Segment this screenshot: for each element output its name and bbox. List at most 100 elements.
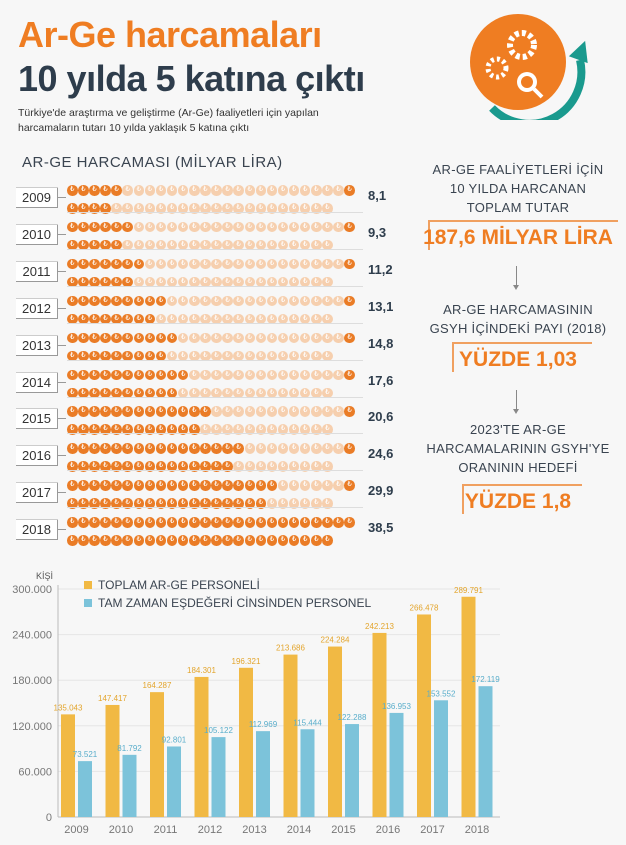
lira-coin-icon: ₺ <box>166 203 178 214</box>
x-tick-label: 2012 <box>198 824 222 836</box>
lira-coin-icon: ₺ <box>299 239 311 251</box>
lira-coin-icon: ₺ <box>266 461 278 472</box>
lira-coin-icon: ₺ <box>266 517 278 528</box>
lira-coin-icon: ₺ <box>311 535 322 546</box>
lira-coin-icon: ₺ <box>189 369 200 380</box>
lira-coin-icon: ₺ <box>255 535 267 546</box>
data-label: 105.122 <box>204 726 233 735</box>
lira-coin-icon: ₺ <box>177 535 189 546</box>
lira-coin-icon: ₺ <box>78 369 89 380</box>
bar-total <box>239 667 253 817</box>
lira-coin-icon: ₺ <box>288 424 300 435</box>
coin-rows: ₺ ₺ ₺ ₺ ₺ ₺ ₺ ₺ ₺ ₺ ₺ ₺ ₺ ₺ ₺ ₺ ₺ ₺ ₺ ₺ ₺ ₺ ₺ ₺ ₺ ₺₺ ₺ ₺ ₺ ₺ ₺ ₺ ₺ ₺ ₺ ₺ ₺ ₺ ₺… <box>67 369 363 406</box>
lira-coin-icon: ₺ <box>133 369 145 380</box>
lira-coin-icon: ₺ <box>78 350 89 362</box>
coin-rows: ₺ ₺ ₺ ₺ ₺ ₺ ₺ ₺ ₺ ₺ ₺ ₺ ₺ ₺ ₺ ₺ ₺ ₺ ₺ ₺ ₺ ₺ ₺ ₺ ₺ ₺₺ ₺ ₺ ₺ ₺ ₺ ₺ ₺ ₺ ₺ ₺ ₺ ₺ ₺… <box>67 295 363 332</box>
lira-coin-icon: ₺ <box>277 443 289 454</box>
lira-coin-icon: ₺ <box>200 313 211 325</box>
lira-coin-icon: ₺ <box>144 258 156 270</box>
lira-coin-icon: ₺ <box>288 203 300 214</box>
lira-coin-icon: ₺ <box>255 480 267 491</box>
bar-total <box>372 632 387 817</box>
lira-coin-icon: ₺ <box>200 369 211 380</box>
lira-coin-icon: ₺ <box>233 313 244 325</box>
lira-coin-icon: ₺ <box>111 295 122 307</box>
lira-coin-icon: ₺ <box>144 350 156 362</box>
bar-total <box>283 654 298 817</box>
lira-coin-icon: ₺ <box>200 258 211 270</box>
spending-row: 2016 ₺ ₺ ₺ ₺ ₺ ₺ ₺ ₺ ₺ ₺ ₺ ₺ ₺ ₺ ₺ ₺ ₺ ₺ ₺ ₺ ₺ ₺ ₺ ₺ ₺ ₺₺ ₺ ₺ ₺ ₺ ₺ ₺ ₺ ₺ ₺… <box>0 440 400 472</box>
coin-rows: ₺ ₺ ₺ ₺ ₺ ₺ ₺ ₺ ₺ ₺ ₺ ₺ ₺ ₺ ₺ ₺ ₺ ₺ ₺ ₺ ₺ ₺ ₺ ₺ ₺ ₺₺ ₺ ₺ ₺ ₺ ₺ ₺ ₺ ₺ ₺ ₺ ₺ ₺ ₺… <box>67 443 363 479</box>
lira-coin-icon: ₺ <box>133 517 145 528</box>
lira-coin-icon: ₺ <box>322 276 333 288</box>
lira-coin-icon: ₺ <box>122 295 133 307</box>
lira-coin-icon: ₺ <box>166 424 178 435</box>
lira-coin-icon: ₺ <box>266 295 278 307</box>
lira-coin-icon: ₺ <box>78 295 89 307</box>
lira-coin-icon: ₺ <box>111 480 122 491</box>
lira-coin-icon: ₺ <box>277 239 289 251</box>
lira-coin-icon: ₺ <box>322 332 333 344</box>
lira-coin-icon: ₺ <box>311 185 322 196</box>
lira-coin-icon: ₺ <box>288 480 300 491</box>
lira-coin-icon: ₺ <box>333 480 344 491</box>
lira-coin-icon: ₺ <box>277 424 289 435</box>
lira-coin-icon: ₺ <box>144 461 156 472</box>
spending-row: 2009 ₺ ₺ ₺ ₺ ₺ ₺ ₺ ₺ ₺ ₺ ₺ ₺ ₺ ₺ ₺ ₺ ₺ ₺ ₺ ₺ ₺ ₺ ₺ ₺ ₺ ₺₺ ₺ ₺ ₺ ₺ ₺ ₺ ₺ ₺ ₺… <box>0 182 400 214</box>
lira-coin-icon: ₺ <box>200 517 211 528</box>
lira-coin-icon: ₺ <box>100 424 111 435</box>
subtitle: Türkiye'de araştırma ve geliştirme (Ar-G… <box>18 107 319 134</box>
bar-fte <box>300 729 315 817</box>
lira-coin-icon: ₺ <box>244 424 255 435</box>
legend-label: TOPLAM AR-GE PERSONELİ <box>98 578 260 592</box>
lira-coin-icon: ₺ <box>144 276 156 288</box>
lira-coin-icon: ₺ <box>299 498 311 509</box>
lira-coin-icon: ₺ <box>255 424 267 435</box>
lira-coin-icon: ₺ <box>155 221 167 233</box>
lira-coin-icon: ₺ <box>78 498 89 509</box>
coin-rows: ₺ ₺ ₺ ₺ ₺ ₺ ₺ ₺ ₺ ₺ ₺ ₺ ₺ ₺ ₺ ₺ ₺ ₺ ₺ ₺ ₺ ₺ ₺ ₺ ₺ ₺₺ ₺ ₺ ₺ ₺ ₺ ₺ ₺ ₺ ₺ ₺ ₺ ₺ ₺… <box>67 480 363 516</box>
lira-coin-icon: ₺ <box>311 295 322 307</box>
lira-coin-icon: ₺ <box>177 461 189 472</box>
lira-coin-icon: ₺ <box>155 387 167 398</box>
spending-value: 9,3 <box>368 224 387 240</box>
lira-coin-icon: ₺ <box>89 258 100 270</box>
lira-coin-icon: ₺ <box>78 239 89 251</box>
lira-coin-icon: ₺ <box>200 424 211 435</box>
lira-coin-icon: ₺ <box>133 424 145 435</box>
lira-coin-icon: ₺ <box>100 498 111 509</box>
lira-coin-icon: ₺ <box>122 203 133 214</box>
lira-coin-icon: ₺ <box>222 295 233 307</box>
lira-coin-icon: ₺ <box>311 369 322 380</box>
lira-coin-icon: ₺ <box>299 517 311 528</box>
lira-coin-icon: ₺ <box>189 387 200 398</box>
lira-coin-icon: ₺ <box>311 221 322 233</box>
lira-coin-icon: ₺ <box>266 350 278 362</box>
lira-coin-icon: ₺ <box>177 424 189 435</box>
lira-coin-icon: ₺ <box>255 461 267 472</box>
bar-total <box>328 646 342 817</box>
coin-rows: ₺ ₺ ₺ ₺ ₺ ₺ ₺ ₺ ₺ ₺ ₺ ₺ ₺ ₺ ₺ ₺ ₺ ₺ ₺ ₺ ₺ ₺ ₺ ₺ ₺ ₺₺ ₺ ₺ ₺ ₺ ₺ ₺ ₺ ₺ ₺ ₺ ₺ ₺ ₺… <box>67 221 363 258</box>
tick <box>58 492 66 494</box>
lira-coin-icon: ₺ <box>67 295 78 307</box>
lira-coin-icon: ₺ <box>288 350 300 362</box>
year-label: 2016 <box>16 446 58 467</box>
lira-coin-icon: ₺ <box>100 258 111 270</box>
lira-coin-icon: ₺ <box>155 350 167 362</box>
lira-coin-icon: ₺ <box>233 203 244 214</box>
lira-coin-icon: ₺ <box>233 332 244 344</box>
lira-coin-icon: ₺ <box>344 258 355 270</box>
lira-coin-icon: ₺ <box>111 258 122 270</box>
lira-coin-icon: ₺ <box>133 239 145 251</box>
lira-coin-icon: ₺ <box>233 350 244 362</box>
lira-coin-icon: ₺ <box>333 517 344 528</box>
lira-coin-icon: ₺ <box>222 276 233 288</box>
lira-coin-icon: ₺ <box>211 461 222 472</box>
lira-coin-icon: ₺ <box>144 517 156 528</box>
lira-coin-icon: ₺ <box>144 498 156 509</box>
bracket <box>452 342 592 372</box>
spending-value: 13,1 <box>368 298 394 314</box>
lira-coin-icon: ₺ <box>89 535 100 546</box>
lira-coin-icon: ₺ <box>89 387 100 398</box>
lira-coin-icon: ₺ <box>288 221 300 233</box>
